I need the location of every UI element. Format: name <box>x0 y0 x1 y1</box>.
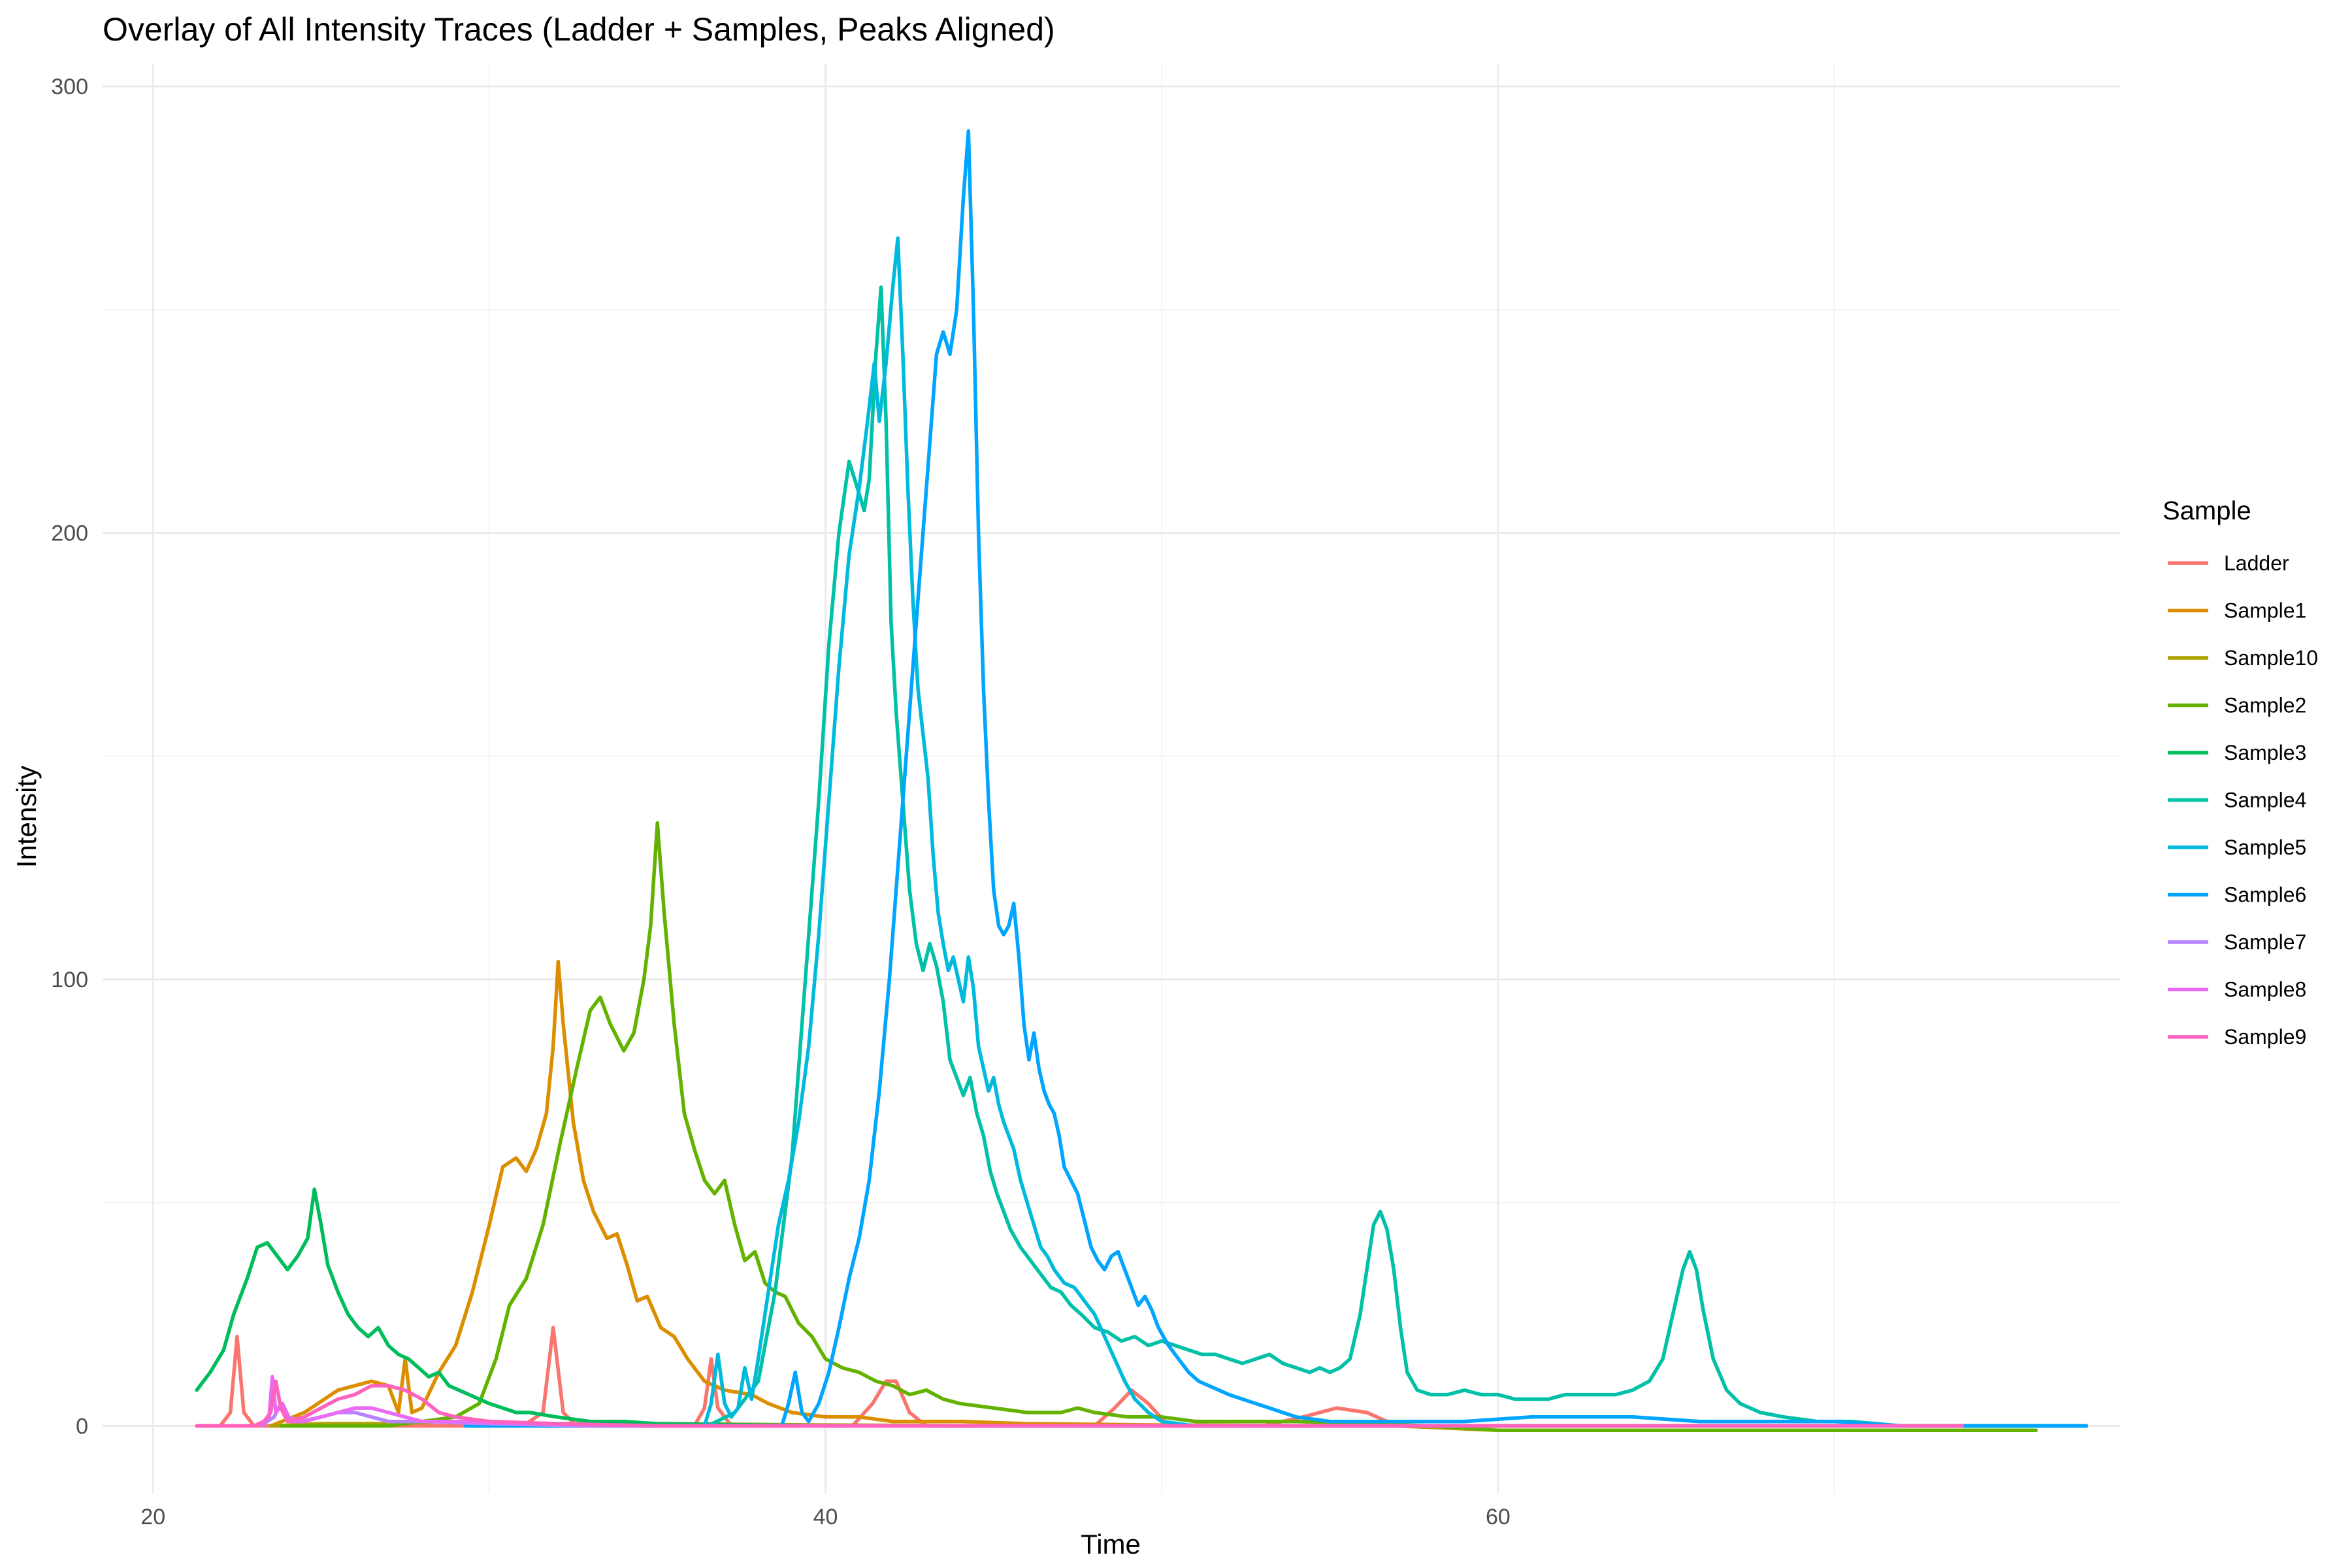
trace-sample6 <box>464 129 2089 1428</box>
trace-sample4 <box>706 285 2089 1428</box>
x-tick-label: 40 <box>813 1505 838 1529</box>
legend-label-sample6: Sample6 <box>2224 883 2306 907</box>
legend-label-sample4: Sample4 <box>2224 789 2306 812</box>
y-tick-label: 300 <box>51 74 88 99</box>
trace-sample3 <box>195 1187 1399 1428</box>
y-tick-label: 100 <box>51 968 88 992</box>
legend-label-sample1: Sample1 <box>2224 599 2306 623</box>
trace-sample5 <box>621 236 2089 1428</box>
y-axis-ticks: 0 100 200 300 <box>51 74 88 1439</box>
legend-label-sample9: Sample9 <box>2224 1025 2306 1049</box>
legend-label-sample3: Sample3 <box>2224 741 2306 764</box>
trace-sample9 <box>195 1379 1964 1428</box>
chart-title: Overlay of All Intensity Traces (Ladder … <box>103 11 1055 48</box>
legend-label-ladder: Ladder <box>2224 551 2289 575</box>
legend-items: Ladder Sample1 Sample10 Sample2 Sample3 Sampl… <box>2168 551 2318 1049</box>
y-tick-label: 200 <box>51 521 88 546</box>
x-axis-title: Time <box>1081 1529 1141 1560</box>
x-axis-ticks: 20 40 60 <box>140 1505 1510 1529</box>
legend-label-sample10: Sample10 <box>2224 646 2318 670</box>
legend-label-sample7: Sample7 <box>2224 930 2306 954</box>
legend-title: Sample <box>2163 497 2251 525</box>
x-tick-label: 60 <box>1486 1505 1511 1529</box>
x-tick-label: 20 <box>140 1505 165 1529</box>
legend-label-sample8: Sample8 <box>2224 978 2306 1002</box>
y-axis-title: Intensity <box>11 766 42 868</box>
trace-sample2 <box>279 821 2038 1433</box>
y-tick-label: 0 <box>76 1414 88 1439</box>
minor-gridlines <box>103 64 2120 1493</box>
legend: Sample Ladder Sample1 Sample10 Sample2 Sampl… <box>2163 497 2318 1049</box>
legend-label-sample2: Sample2 <box>2224 694 2306 717</box>
intensity-traces <box>195 129 2089 1433</box>
legend-label-sample5: Sample5 <box>2224 836 2306 859</box>
